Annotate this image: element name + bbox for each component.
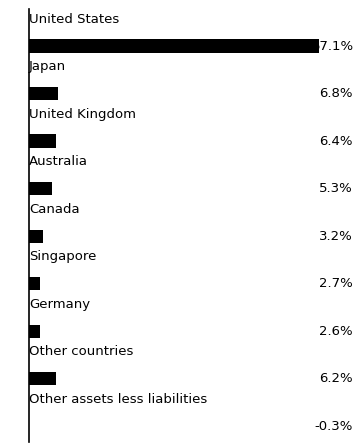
Text: Other assets less liabilities: Other assets less liabilities [29, 393, 207, 406]
Text: Australia: Australia [29, 155, 88, 168]
Bar [29, 87, 58, 100]
Text: Germany: Germany [29, 298, 90, 311]
Text: 2.6%: 2.6% [319, 325, 353, 338]
Text: -0.3%: -0.3% [314, 420, 353, 433]
Text: Other countries: Other countries [29, 345, 133, 358]
Bar [29, 230, 42, 243]
Bar [29, 134, 57, 148]
Bar [29, 325, 40, 338]
Text: 5.3%: 5.3% [319, 182, 353, 195]
Text: 6.2%: 6.2% [319, 372, 353, 385]
Text: Singapore: Singapore [29, 250, 96, 263]
Text: 6.4%: 6.4% [319, 135, 353, 148]
Text: 2.7%: 2.7% [319, 277, 353, 290]
Text: Canada: Canada [29, 203, 80, 216]
Text: 67.1%: 67.1% [311, 40, 353, 53]
Bar [29, 39, 319, 53]
Bar [29, 182, 52, 195]
Bar [29, 277, 40, 290]
Text: United States: United States [29, 12, 119, 25]
Text: 3.2%: 3.2% [319, 230, 353, 243]
Bar [27, 420, 29, 433]
Text: Japan: Japan [29, 60, 66, 73]
Text: 6.8%: 6.8% [319, 87, 353, 100]
Bar [29, 372, 55, 385]
Text: United Kingdom: United Kingdom [29, 107, 136, 120]
